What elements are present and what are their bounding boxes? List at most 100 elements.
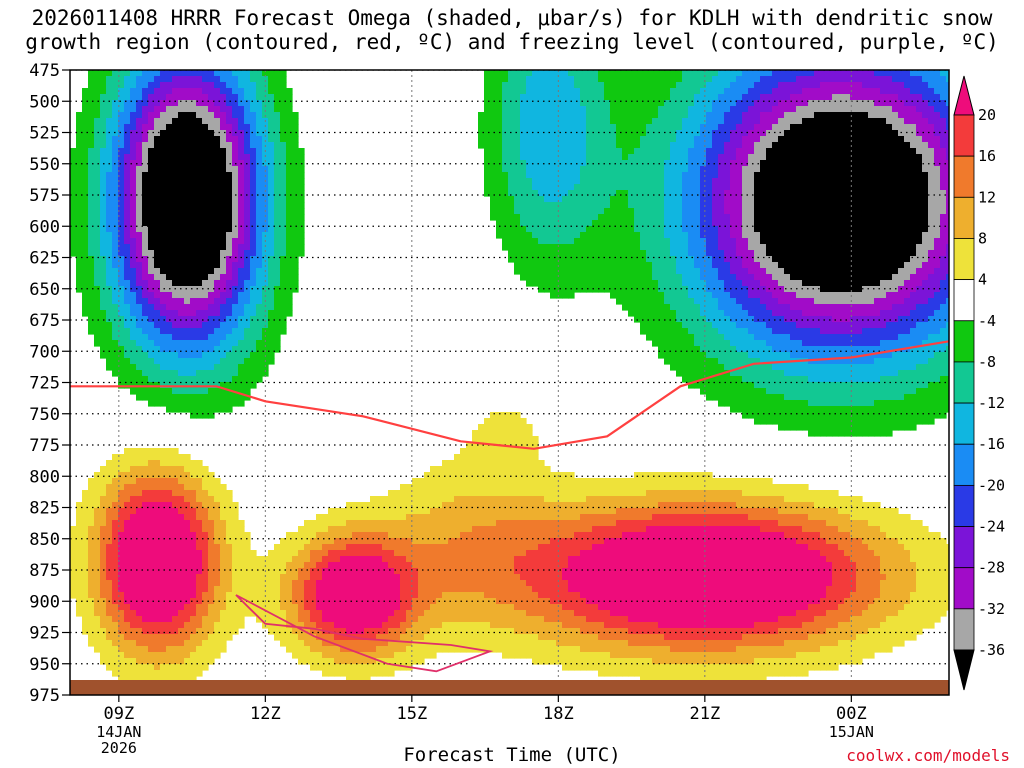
omega-cell [142,592,149,599]
omega-cell [178,262,185,269]
omega-cell [88,202,95,209]
omega-cell [328,646,335,653]
omega-cell [292,232,299,239]
omega-cell [244,304,251,311]
omega-cell [178,574,185,581]
omega-cell [448,580,455,587]
omega-cell [172,490,179,497]
omega-cell [130,136,137,143]
omega-cell [544,106,551,113]
omega-cell [370,616,377,623]
omega-cell [76,610,83,617]
omega-cell [304,646,311,653]
omega-cell [532,208,539,215]
omega-cell [502,448,509,455]
omega-cell [82,250,89,257]
omega-cell [178,298,185,305]
omega-cell [298,628,305,635]
omega-cell [178,490,185,497]
omega-cell [394,496,401,503]
omega-cell [148,112,155,119]
omega-cell [160,562,167,569]
omega-cell [190,340,197,347]
omega-cell [382,526,389,533]
omega-cell [286,556,293,563]
omega-cell [232,184,239,191]
omega-cell [496,214,503,221]
omega-cell [136,328,143,335]
omega-cell [154,664,161,671]
omega-cell [436,622,443,629]
omega-cell [208,610,215,617]
omega-cell [118,610,125,617]
omega-cell [82,526,89,533]
omega-cell [94,202,101,209]
omega-cell [124,478,131,485]
omega-cell [484,166,491,173]
omega-cell [430,628,437,635]
omega-cell [130,196,137,203]
omega-cell [382,574,389,581]
omega-cell [352,514,359,521]
omega-cell [226,100,233,107]
omega-cell [412,508,419,515]
omega-cell [406,640,413,647]
omega-cell [526,274,533,281]
omega-cell [286,256,293,263]
omega-cell [88,184,95,191]
omega-cell [472,628,479,635]
omega-cell [406,520,413,527]
omega-cell [106,322,113,329]
omega-cell [94,220,101,227]
omega-cell [76,508,83,515]
omega-cell [112,76,119,83]
omega-cell [94,250,101,257]
omega-cell [124,586,131,593]
omega-cell [508,502,515,509]
omega-cell [418,556,425,563]
omega-cell [112,502,119,509]
omega-cell [190,172,197,179]
omega-cell [154,334,161,341]
omega-cell [568,94,575,101]
omega-cell [148,448,155,455]
omega-cell [220,646,227,653]
omega-cell [226,154,233,161]
omega-cell [484,514,491,521]
omega-cell [220,574,227,581]
omega-cell [166,574,173,581]
omega-cell [490,466,497,473]
omega-cell [166,238,173,245]
omega-cell [82,130,89,137]
omega-cell [406,586,413,593]
omega-cell [148,232,155,239]
omega-cell [502,622,509,629]
omega-cell [496,94,503,101]
omega-cell [382,586,389,593]
omega-cell [196,124,203,131]
omega-cell [124,160,131,167]
omega-cell [136,508,143,515]
omega-cell [106,142,113,149]
omega-cell [124,196,131,203]
omega-cell [82,166,89,173]
omega-cell [196,562,203,569]
omega-cell [166,172,173,179]
omega-cell [142,364,149,371]
omega-cell [250,322,257,329]
omega-cell [562,478,569,485]
omega-cell [88,310,95,317]
omega-cell [550,556,557,563]
omega-cell [136,106,143,113]
omega-cell [364,640,371,647]
omega-cell [328,664,335,671]
omega-cell [226,508,233,515]
omega-cell [130,184,137,191]
omega-cell [136,346,143,353]
omega-cell [160,286,167,293]
omega-cell [112,328,119,335]
omega-cell [292,538,299,545]
omega-cell [118,544,125,551]
omega-cell [496,196,503,203]
omega-cell [190,568,197,575]
